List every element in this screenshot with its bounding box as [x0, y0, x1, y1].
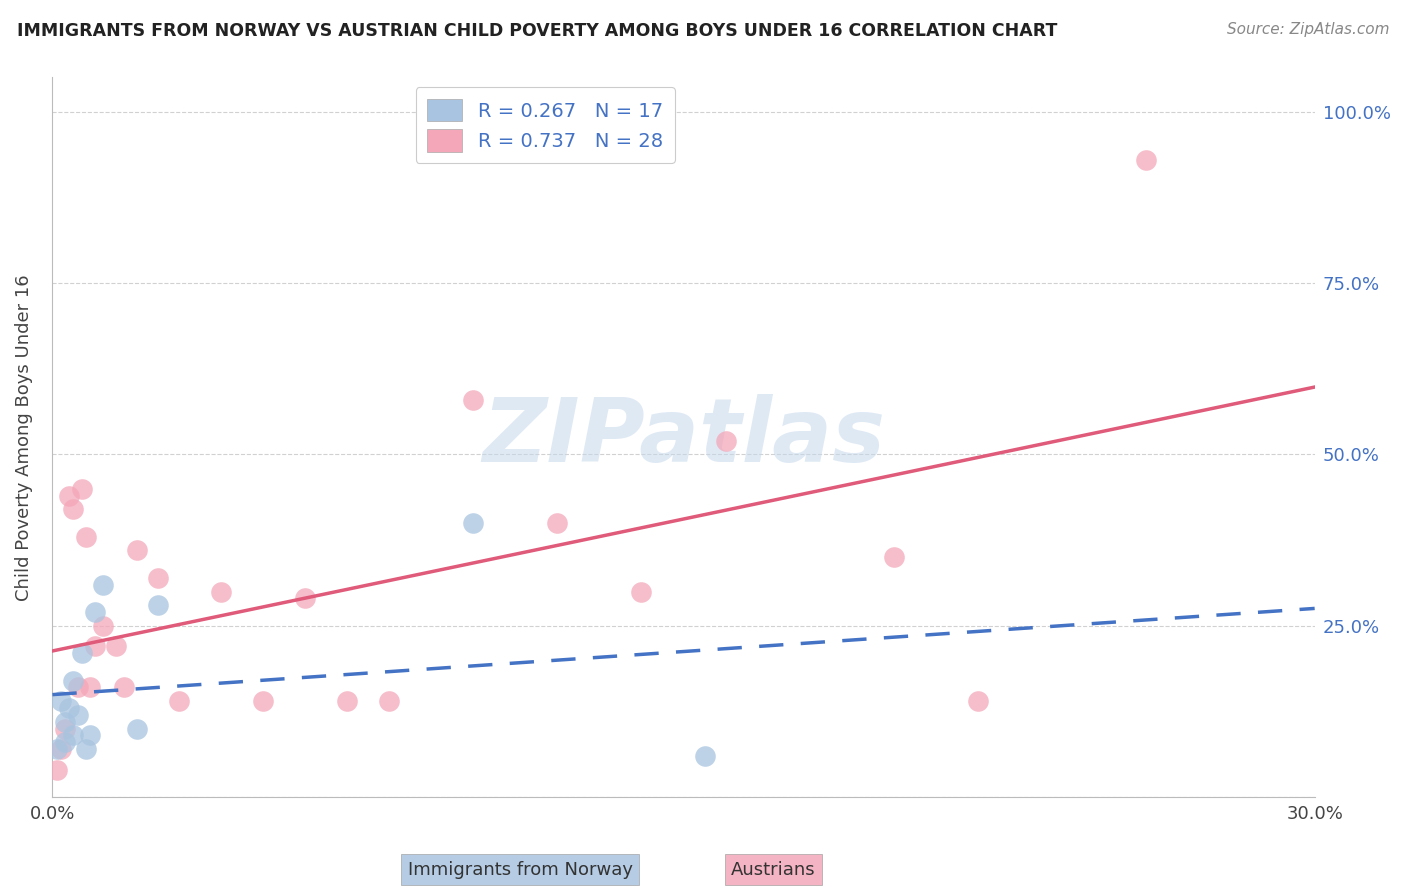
Point [146, 571, 169, 585]
Point [62, 729, 84, 743]
Point [167, 694, 190, 708]
Point [45, 742, 67, 756]
Point [75, 530, 97, 544]
Point [209, 584, 232, 599]
Point [252, 694, 274, 708]
Text: ZIPatlas: ZIPatlas [482, 393, 884, 481]
Point [546, 516, 568, 530]
Legend: R = 0.267   N = 17, R = 0.737   N = 28: R = 0.267 N = 17, R = 0.737 N = 28 [416, 87, 675, 163]
Point [83, 605, 105, 619]
Point [62, 502, 84, 516]
Point [714, 434, 737, 448]
Y-axis label: Child Poverty Among Boys Under 16: Child Poverty Among Boys Under 16 [15, 274, 32, 600]
Point [53, 735, 76, 749]
Point [79, 681, 101, 695]
Point [91, 619, 114, 633]
Point [66, 707, 89, 722]
Text: Immigrants from Norway: Immigrants from Norway [408, 861, 633, 879]
Point [66, 681, 89, 695]
Point [58, 489, 80, 503]
Point [70, 646, 93, 660]
Point [146, 599, 169, 613]
Point [1135, 153, 1157, 167]
Text: Austrians: Austrians [731, 861, 815, 879]
Point [70, 482, 93, 496]
Point [75, 742, 97, 756]
Point [53, 722, 76, 736]
Point [45, 763, 67, 777]
Point [79, 729, 101, 743]
Point [883, 550, 905, 565]
Point [463, 392, 485, 407]
Point [91, 577, 114, 591]
Text: Source: ZipAtlas.com: Source: ZipAtlas.com [1226, 22, 1389, 37]
Point [49, 694, 72, 708]
Point [693, 749, 716, 764]
Text: IMMIGRANTS FROM NORWAY VS AUSTRIAN CHILD POVERTY AMONG BOYS UNDER 16 CORRELATION: IMMIGRANTS FROM NORWAY VS AUSTRIAN CHILD… [17, 22, 1057, 40]
Point [125, 722, 148, 736]
Point [463, 516, 485, 530]
Point [336, 694, 359, 708]
Point [49, 742, 72, 756]
Point [630, 584, 652, 599]
Point [104, 640, 127, 654]
Point [967, 694, 990, 708]
Point [112, 681, 135, 695]
Point [125, 543, 148, 558]
Point [378, 694, 401, 708]
Point [294, 591, 316, 606]
Point [83, 640, 105, 654]
Point [62, 673, 84, 688]
Point [53, 714, 76, 729]
Point [58, 701, 80, 715]
